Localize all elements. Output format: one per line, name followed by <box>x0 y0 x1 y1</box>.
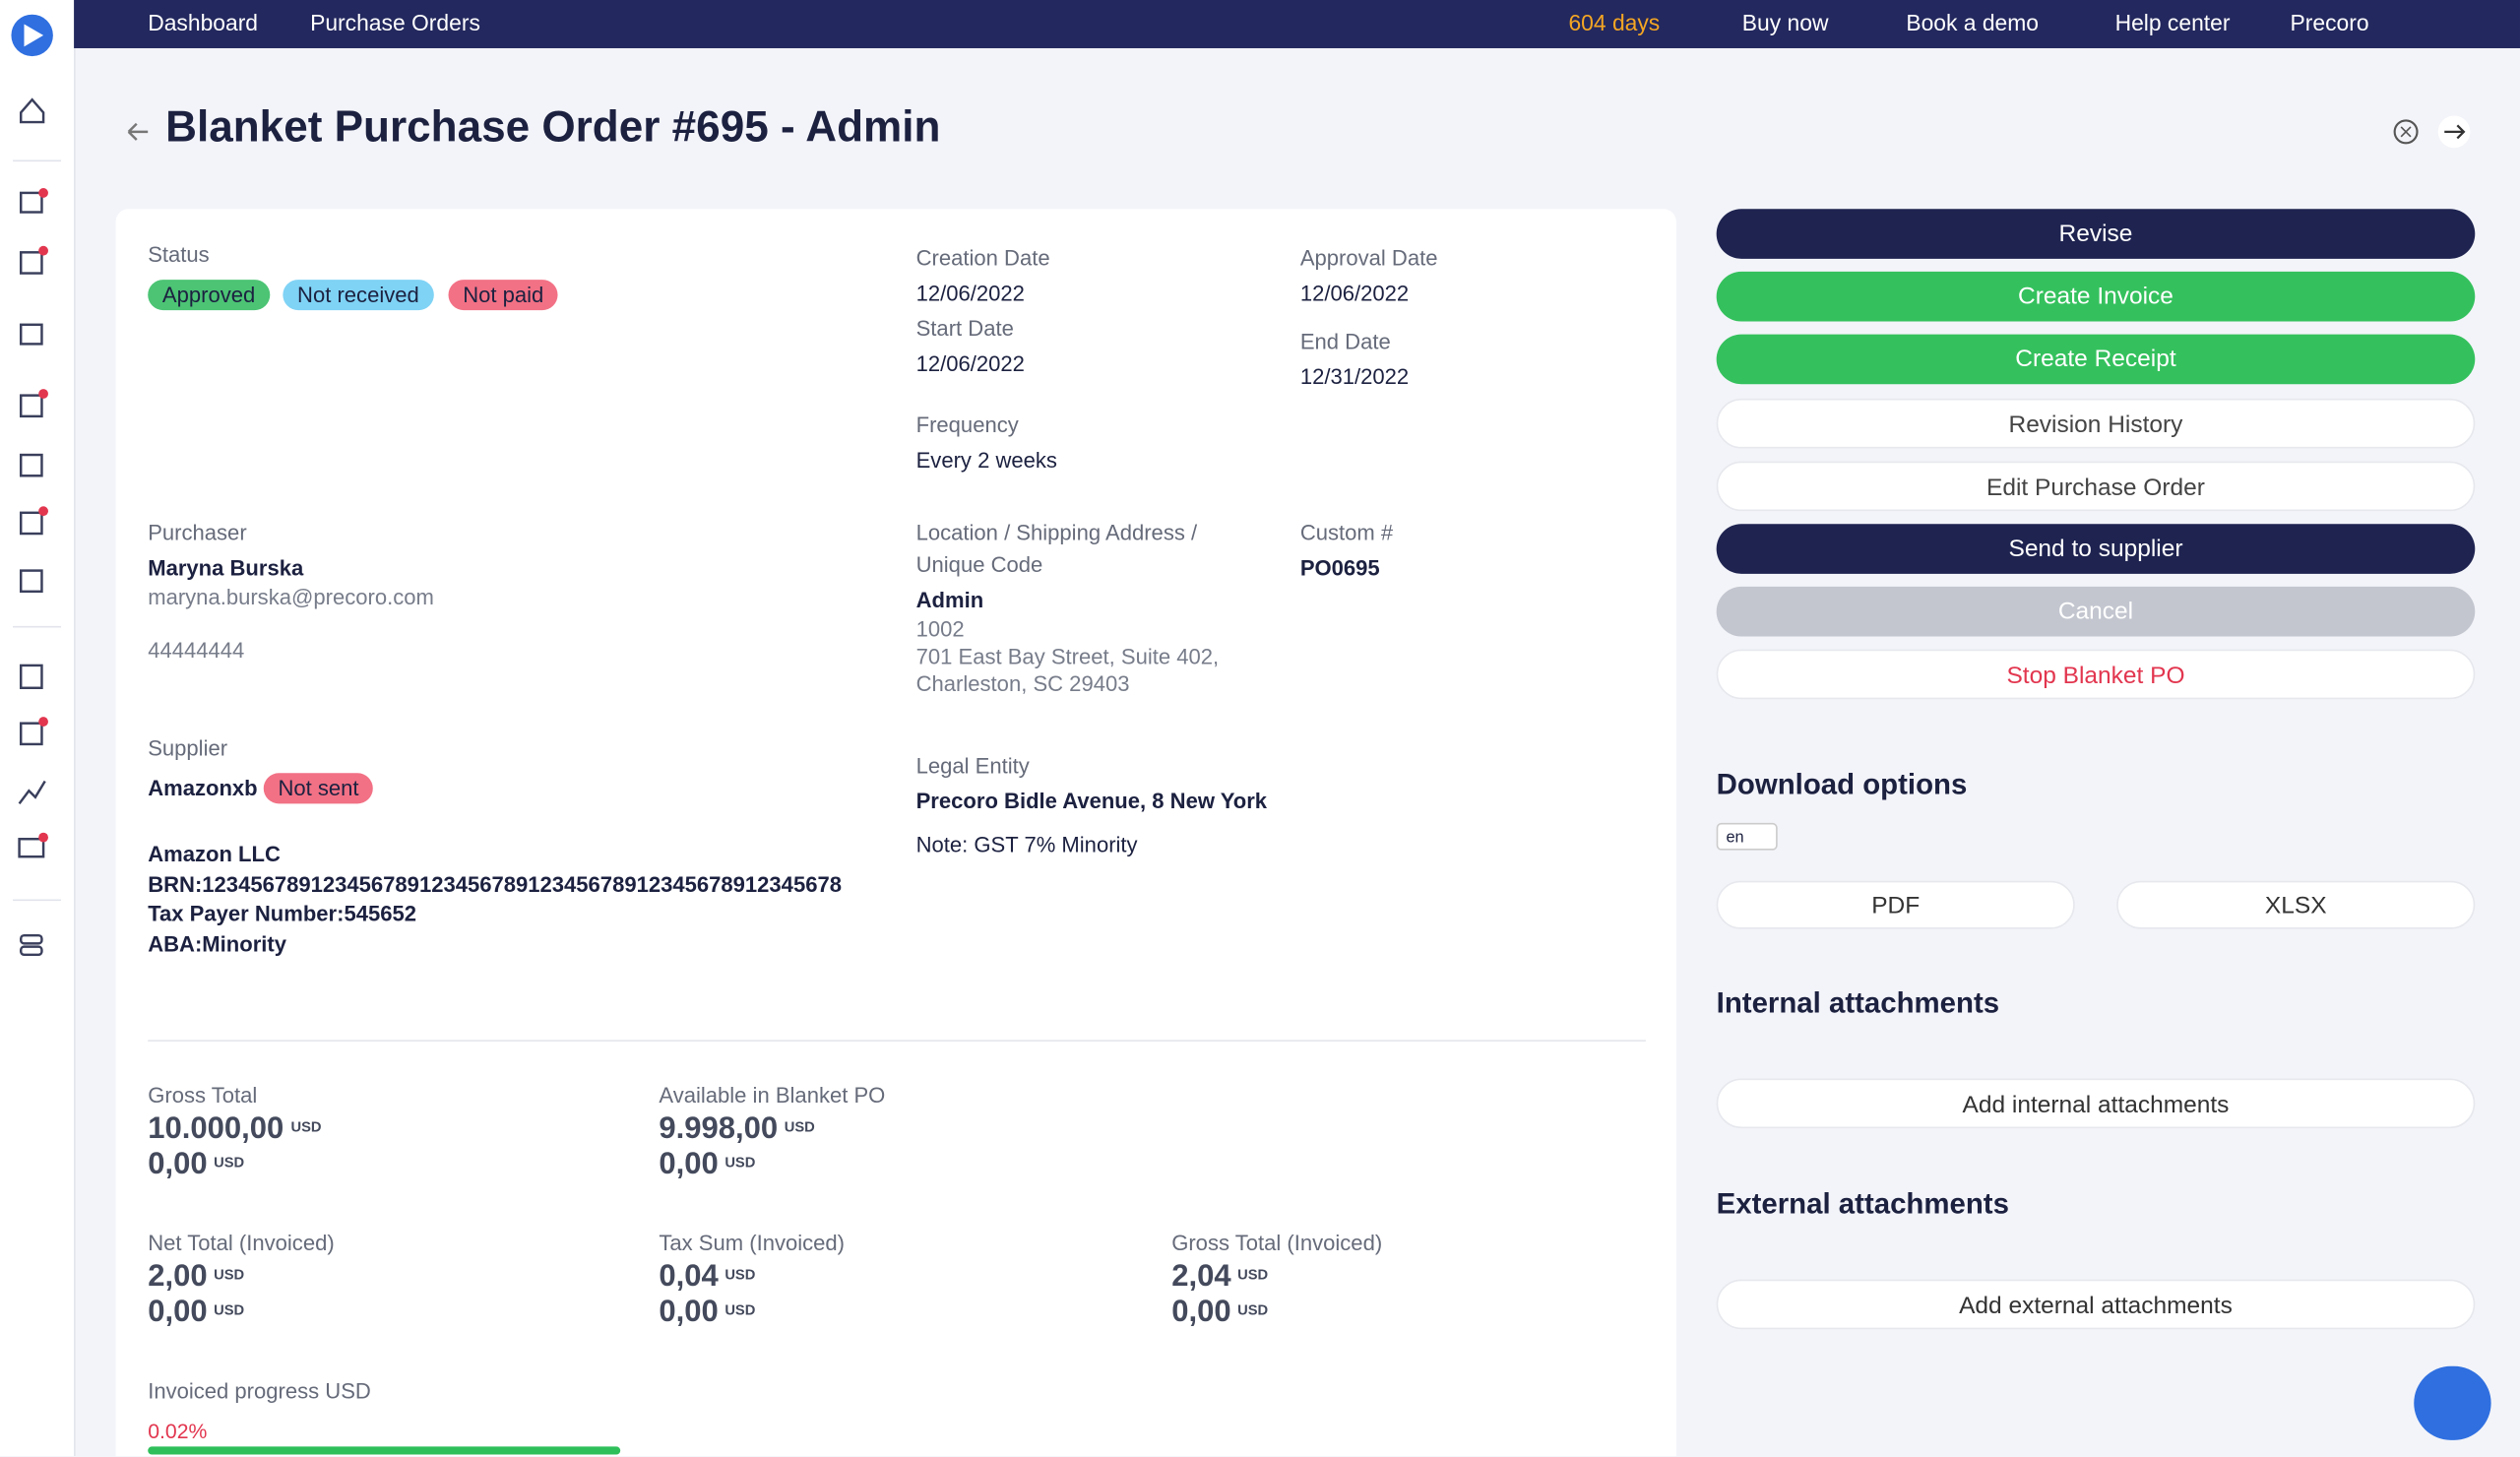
action-button[interactable]: Revise <box>1716 209 2476 259</box>
field-value: Note: GST 7% Minority <box>915 832 1138 857</box>
field-name: Admin <box>915 588 984 613</box>
total-amount: 10.000,00 <box>148 1111 284 1147</box>
total-amount: 2,04 <box>1171 1259 1231 1295</box>
sidebar-icons <box>11 14 62 957</box>
breadcrumb[interactable]: Dashboard <box>148 9 259 35</box>
currency: USD <box>290 1118 322 1135</box>
total-amount: 0,00 <box>148 1147 208 1181</box>
total-amount: 0,00 <box>659 1295 719 1330</box>
section-title: External attachments <box>1716 1187 2009 1221</box>
field-label: Location / Shipping Address / Unique Cod… <box>915 520 1198 577</box>
total-amount: 0,04 <box>659 1259 719 1295</box>
action-button[interactable]: Stop Blanket PO <box>1716 649 2476 700</box>
status-label: Status <box>148 242 210 268</box>
action-button[interactable]: Revision History <box>1716 398 2476 449</box>
total-amount: 0,00 <box>148 1295 208 1330</box>
section-title: Download options <box>1716 768 1968 801</box>
action-button[interactable]: Create Invoice <box>1716 271 2476 322</box>
status-badge: Not received <box>283 280 434 311</box>
status-badge: Not paid <box>448 280 559 311</box>
total-label: Gross Total <box>148 1083 258 1108</box>
supplier-detail: BRN:123456789123456789123456789123456789… <box>148 872 842 897</box>
supplier-detail: ABA:Minority <box>148 932 287 957</box>
field-value: 701 East Bay Street, Suite 402, <box>915 644 1220 669</box>
field-name: Precoro Bidle Avenue, 8 New York <box>915 789 1268 814</box>
currency: USD <box>214 1301 245 1318</box>
back-arrow[interactable] <box>122 116 155 149</box>
action-button[interactable]: Send to supplier <box>1716 524 2476 574</box>
spacer <box>1676 209 1683 1456</box>
supplier-detail: Amazon LLC <box>148 842 281 866</box>
currency: USD <box>1237 1266 1269 1283</box>
field-label: Custom # <box>1299 520 1394 545</box>
language-select[interactable]: en <box>1716 822 1778 851</box>
divider <box>148 1040 1646 1042</box>
field-value: 12/06/2022 <box>915 351 1025 377</box>
progress-value: 0.02% <box>148 1419 208 1444</box>
currency: USD <box>214 1266 245 1283</box>
action-button[interactable]: Cancel <box>1716 586 2476 637</box>
total-label: Tax Sum (Invoiced) <box>659 1231 846 1256</box>
field-label: Legal Entity <box>915 753 1030 779</box>
status-badge: Approved <box>148 280 270 311</box>
attach-button[interactable]: Add internal attachments <box>1716 1078 2476 1129</box>
currency: USD <box>724 1301 756 1318</box>
total-amount: 2,00 <box>148 1259 208 1295</box>
field-label: Purchaser <box>148 520 247 545</box>
progress-bar <box>148 1446 621 1455</box>
download-button[interactable]: XLSX <box>2116 880 2476 929</box>
total-amount: 0,00 <box>659 1147 719 1181</box>
field-label: Frequency <box>915 412 1019 438</box>
top-bar <box>74 0 2520 48</box>
total-amount: 0,00 <box>1171 1295 1231 1330</box>
field-label: End Date <box>1299 329 1391 354</box>
field-value: 12/06/2022 <box>1299 281 1410 306</box>
field-value: 12/06/2022 <box>915 281 1025 306</box>
total-label: Gross Total (Invoiced) <box>1171 1231 1383 1256</box>
total-label: Net Total (Invoiced) <box>148 1231 335 1256</box>
breadcrumb[interactable]: Purchase Orders <box>310 9 480 35</box>
field-label: Approval Date <box>1299 245 1438 271</box>
page-title: Blanket Purchase Order #695 - Admin <box>165 102 941 152</box>
field-name: Maryna Burska <box>148 555 304 581</box>
action-button[interactable]: Edit Purchase Order <box>1716 461 2476 512</box>
section-title: Internal attachments <box>1716 986 2000 1020</box>
supplier-name: Amazonxb <box>148 776 258 801</box>
supplier-label: Supplier <box>148 735 228 761</box>
currency: USD <box>784 1118 815 1135</box>
card <box>115 209 1676 1457</box>
total-amount: 9.998,00 <box>659 1111 779 1147</box>
header-link[interactable]: Book a demo <box>1906 9 2040 35</box>
field-name: PO0695 <box>1299 555 1380 581</box>
progress-label: Invoiced progress USD <box>148 1378 371 1404</box>
attach-button[interactable]: Add external attachments <box>1716 1279 2476 1330</box>
currency: USD <box>724 1154 756 1171</box>
field-value: 12/31/2022 <box>1299 364 1410 390</box>
download-button[interactable]: PDF <box>1716 880 2075 929</box>
field-value: maryna.burska@precoro.com <box>148 585 434 609</box>
header-link[interactable]: Buy now <box>1741 9 1829 35</box>
field-label: Creation Date <box>915 245 1050 271</box>
chat-button[interactable] <box>2414 1365 2491 1440</box>
currency: USD <box>724 1266 756 1283</box>
supplier-detail: Tax Payer Number:545652 <box>148 902 417 927</box>
supplier-badge: Not sent <box>263 773 374 804</box>
field-value: Every 2 weeks <box>915 448 1057 473</box>
field-value: 1002 <box>915 616 965 642</box>
field-value: 44444444 <box>148 638 245 663</box>
company[interactable]: Precoro <box>2290 9 2369 35</box>
action-button[interactable]: Create Receipt <box>1716 334 2476 385</box>
trial-days: 604 days <box>1568 9 1661 35</box>
nav-icons[interactable] <box>2388 114 2475 150</box>
sidebar <box>0 0 76 1457</box>
field-value: Charleston, SC 29403 <box>915 671 1130 696</box>
header-link[interactable]: Help center <box>2114 9 2231 35</box>
currency: USD <box>214 1154 245 1171</box>
total-label: Available in Blanket PO <box>659 1083 886 1108</box>
field-label: Start Date <box>915 316 1014 342</box>
currency: USD <box>1237 1301 1269 1318</box>
